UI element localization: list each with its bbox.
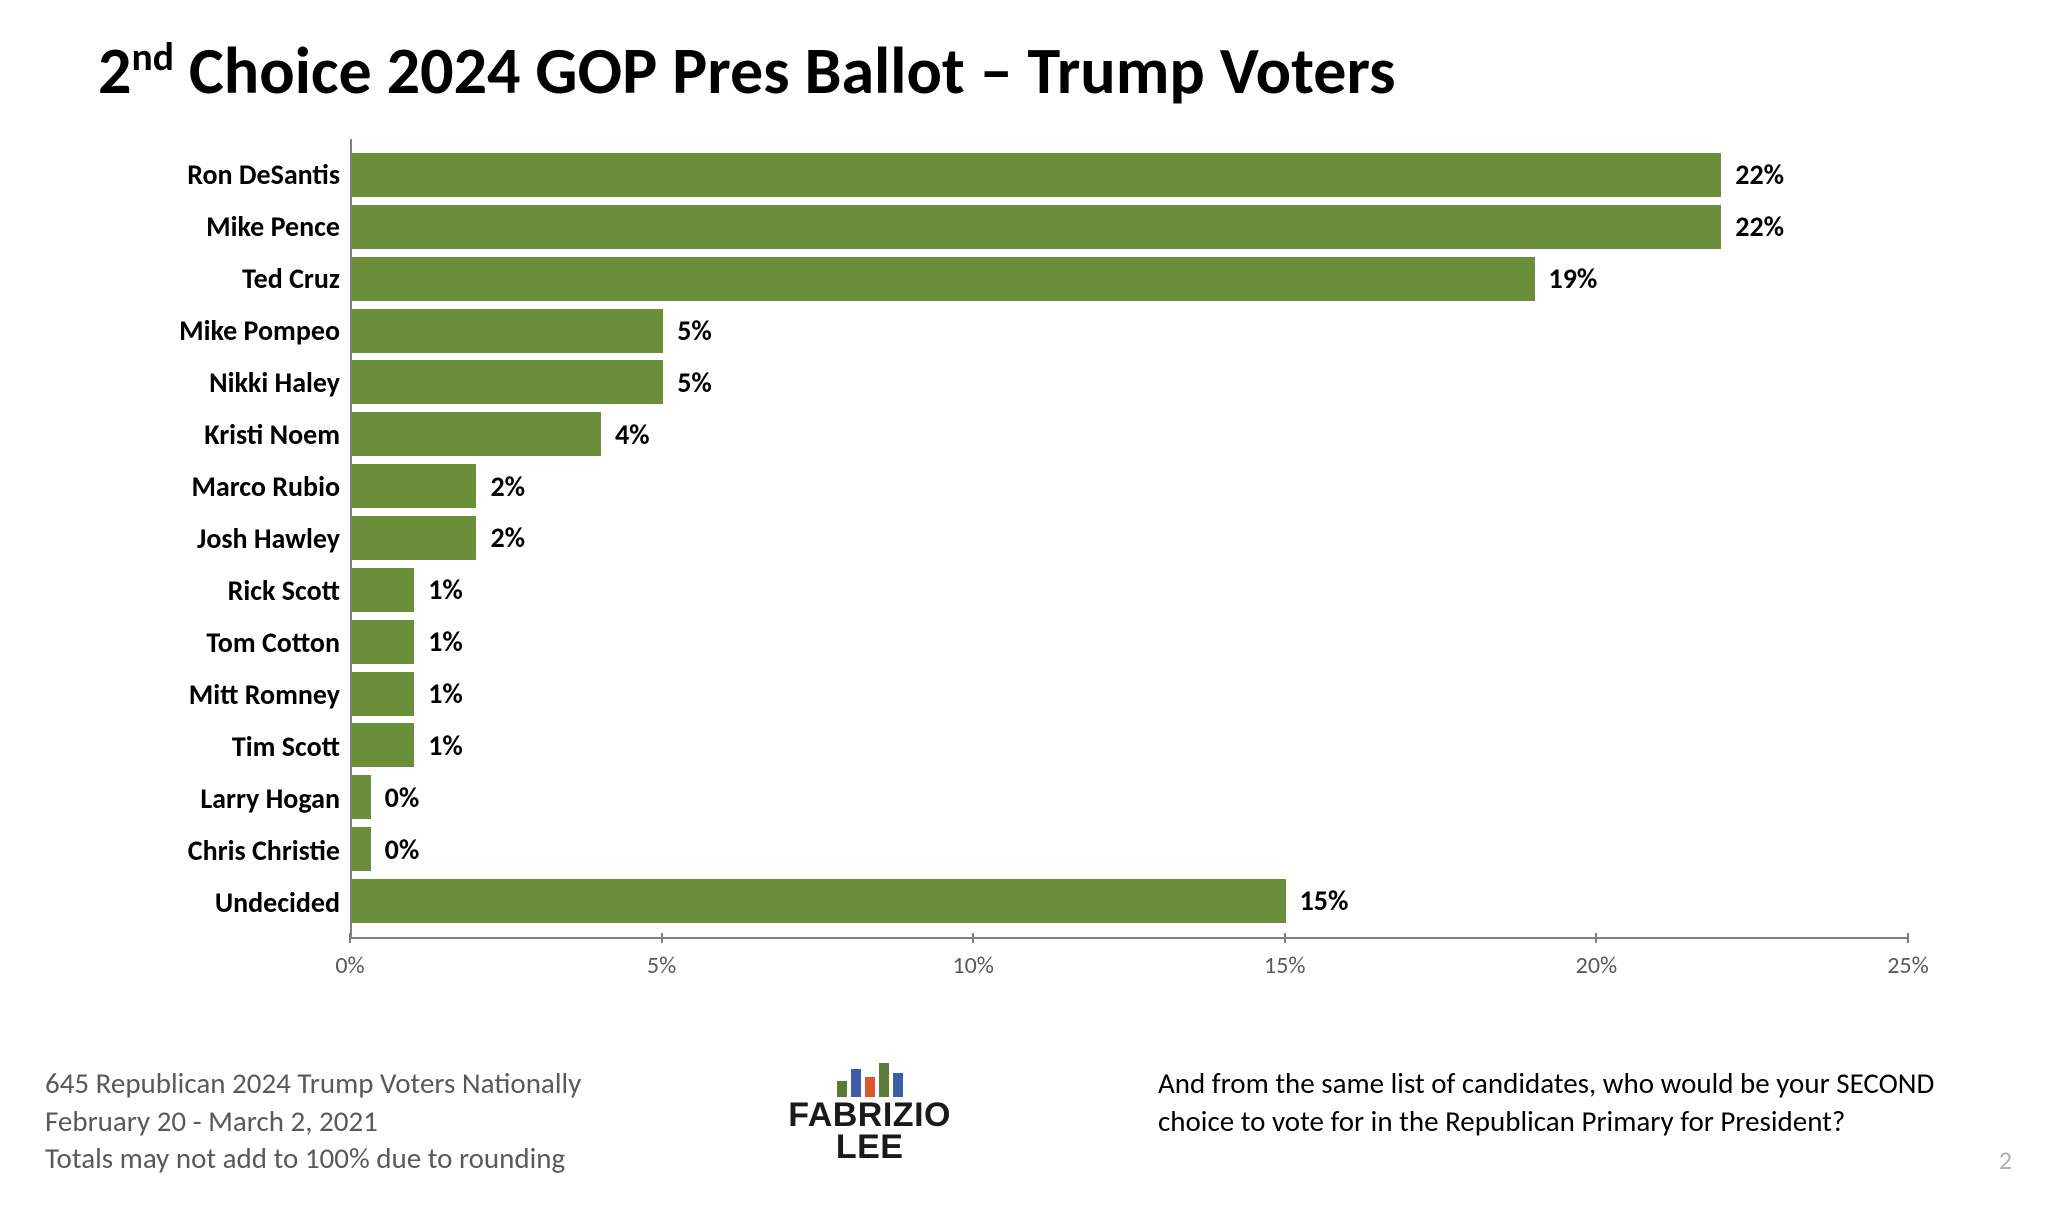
category-label: Larry Hogan [100, 777, 340, 821]
bar-row: 2% [352, 516, 1908, 560]
x-tick-label: 0% [335, 951, 364, 980]
logo-text-2: LEE [788, 1131, 951, 1163]
footer: 645 Republican 2024 Trump Voters Nationa… [45, 1065, 1978, 1178]
bar-value-label: 2% [490, 469, 525, 504]
bar-value-label: 0% [385, 832, 420, 867]
bar-row: 19% [352, 257, 1908, 301]
bar-row: 22% [352, 205, 1908, 249]
bar-row: 1% [352, 568, 1908, 612]
footer-line-3: Totals may not add to 100% due to roundi… [45, 1140, 581, 1178]
bar [352, 723, 414, 767]
bar [352, 257, 1535, 301]
bar [352, 309, 663, 353]
category-label: Josh Hawley [100, 517, 340, 561]
category-label: Rick Scott [100, 569, 340, 613]
bar [352, 775, 371, 819]
bar-value-label: 1% [428, 728, 463, 763]
bar-row: 5% [352, 360, 1908, 404]
logo-bar [851, 1069, 861, 1097]
x-tick-label: 25% [1887, 951, 1928, 980]
bar [352, 360, 663, 404]
title-rest: Choice 2024 GOP Pres Ballot – Trump Vote… [174, 30, 1396, 111]
footer-sample-info: 645 Republican 2024 Trump Voters Nationa… [45, 1065, 581, 1178]
footer-line-2: February 20 - March 2, 2021 [45, 1103, 581, 1141]
x-tick-label: 20% [1576, 951, 1617, 980]
bar-value-label: 1% [428, 572, 463, 607]
category-label: Undecided [100, 881, 340, 925]
slide-title: 2nd Choice 2024 GOP Pres Ballot – Trump … [98, 30, 1978, 111]
logo-bar [865, 1077, 875, 1097]
logo-bar [879, 1063, 889, 1097]
category-label: Chris Christie [100, 829, 340, 873]
bar-value-label: 1% [428, 624, 463, 659]
category-label: Mitt Romney [100, 673, 340, 717]
bar-row: 0% [352, 827, 1908, 871]
x-tick-mark [1907, 933, 1909, 943]
logo-bar [893, 1073, 903, 1097]
x-tick-mark [972, 933, 974, 943]
bar-row: 1% [352, 723, 1908, 767]
bar [352, 153, 1721, 197]
bar-row: 2% [352, 464, 1908, 508]
slide: 2nd Choice 2024 GOP Pres Ballot – Trump … [0, 0, 2048, 1206]
x-axis: 0%5%10%15%20%25% [350, 941, 1908, 999]
page-number: 2 [1999, 1144, 2012, 1176]
category-label: Tom Cotton [100, 621, 340, 665]
title-ordinal: nd [131, 32, 173, 81]
bar-row: 15% [352, 879, 1908, 923]
bar-value-label: 22% [1735, 209, 1784, 244]
category-label: Marco Rubio [100, 465, 340, 509]
bar-value-label: 5% [677, 365, 712, 400]
bar [352, 464, 476, 508]
category-label: Mike Pence [100, 205, 340, 249]
bar-row: 5% [352, 309, 1908, 353]
bar [352, 568, 414, 612]
category-label: Ted Cruz [100, 257, 340, 301]
bar-value-label: 4% [615, 417, 650, 452]
logo-bar [837, 1081, 847, 1097]
logo: FABRIZIO LEE [788, 1061, 951, 1164]
category-label: Mike Pompeo [100, 309, 340, 353]
chart: Ron DeSantis Mike Pence Ted Cruz Mike Pompe… [100, 139, 1948, 999]
bar [352, 412, 601, 456]
x-tick-label: 15% [1264, 951, 1305, 980]
bar-value-label: 22% [1735, 157, 1784, 192]
bar-row: 1% [352, 672, 1908, 716]
bar-row: 4% [352, 412, 1908, 456]
category-label: Nikki Haley [100, 361, 340, 405]
bars-container: 22%22%19%5%5%4%2%2%1%1%1%1%0%0%15% [352, 139, 1908, 937]
bar [352, 879, 1286, 923]
bar-row: 1% [352, 620, 1908, 664]
bar-value-label: 0% [385, 780, 420, 815]
category-label: Ron DeSantis [100, 153, 340, 197]
bar-value-label: 19% [1549, 261, 1598, 296]
footer-line-1: 645 Republican 2024 Trump Voters Nationa… [45, 1065, 581, 1103]
bar [352, 620, 414, 664]
bar-row: 22% [352, 153, 1908, 197]
category-label: Tim Scott [100, 725, 340, 769]
bar [352, 672, 414, 716]
bar-value-label: 5% [677, 313, 712, 348]
bar-value-label: 15% [1300, 883, 1349, 918]
bar [352, 516, 476, 560]
bar [352, 827, 371, 871]
logo-bars-icon [788, 1061, 951, 1097]
x-tick-mark [1595, 933, 1597, 943]
bar-value-label: 2% [490, 520, 525, 555]
x-tick-mark [1284, 933, 1286, 943]
bar [352, 205, 1721, 249]
footer-question: And from the same list of candidates, wh… [1158, 1065, 1978, 1140]
x-tick-mark [349, 933, 351, 943]
category-label: Kristi Noem [100, 413, 340, 457]
bar-row: 0% [352, 775, 1908, 819]
plot-area: 22%22%19%5%5%4%2%2%1%1%1%1%0%0%15% [350, 139, 1908, 939]
x-tick-label: 5% [647, 951, 676, 980]
x-tick-label: 10% [952, 951, 993, 980]
x-tick-mark [661, 933, 663, 943]
bar-value-label: 1% [428, 676, 463, 711]
logo-text-1: FABRIZIO [788, 1099, 951, 1131]
title-pre: 2 [98, 30, 131, 111]
y-axis-labels: Ron DeSantis Mike Pence Ted Cruz Mike Pompe… [100, 139, 340, 939]
